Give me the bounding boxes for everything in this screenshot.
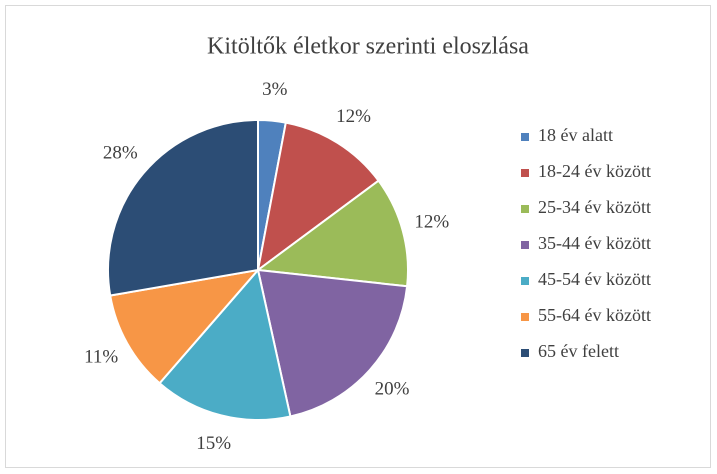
data-label: 12% <box>414 211 449 232</box>
data-label: 11% <box>84 347 118 368</box>
pie-slice <box>256 121 380 273</box>
pie-slice <box>158 267 292 421</box>
pie-slice <box>107 118 259 297</box>
legend-swatch <box>521 133 529 141</box>
pie-slice <box>109 268 261 385</box>
legend-swatch <box>521 277 529 285</box>
legend-label: 65 év felett <box>538 341 619 361</box>
data-label: 15% <box>196 433 231 454</box>
data-label: 20% <box>375 379 410 400</box>
legend-swatch <box>521 241 529 249</box>
legend-swatch <box>521 169 529 177</box>
legend-label: 55-64 év között <box>538 305 651 325</box>
pie-slice <box>255 179 409 288</box>
legend-label: 18-24 év között <box>538 161 651 181</box>
legend-swatch <box>521 349 529 357</box>
pie-slice <box>256 268 409 418</box>
legend-label: 45-54 év között <box>538 269 651 289</box>
chart-title: Kitöltők életkor szerinti eloszlása <box>207 34 529 60</box>
legend-label: 35-44 év között <box>538 233 651 253</box>
data-label: 3% <box>262 79 288 100</box>
legend-swatch <box>521 313 529 321</box>
legend-label: 25-34 év között <box>538 197 651 217</box>
data-label: 28% <box>103 142 138 163</box>
data-label: 12% <box>336 106 371 127</box>
legend-swatch <box>521 205 529 213</box>
legend-label: 18 év alatt <box>538 125 613 145</box>
